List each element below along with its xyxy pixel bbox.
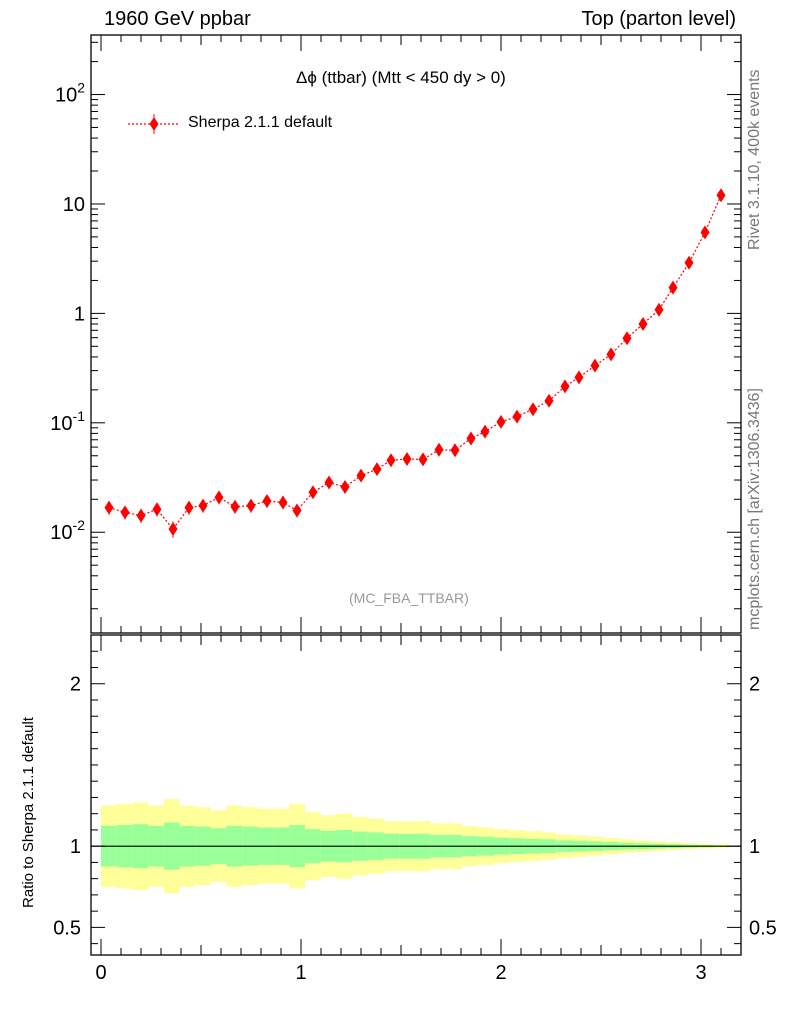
data-point [246,498,256,513]
data-point [480,424,490,439]
y-tick-label: 1 [74,303,85,325]
data-point [120,505,130,520]
y-tick-label: 10-2 [50,517,85,544]
ratio-y-tick-label: 0.5 [53,917,81,939]
y-tick-label: 10 [63,194,85,216]
data-point [466,431,476,446]
data-point [104,500,114,515]
plot-title: Δϕ (ttbar) (Mtt < 450 dy > 0) [296,68,506,87]
data-point [372,462,382,477]
data-point [278,495,288,510]
analysis-watermark: (MC_FBA_TTBAR) [349,590,469,606]
ratio-y-tick-label-right: 0.5 [749,917,777,939]
data-point [512,409,522,424]
data-point [386,453,396,468]
data-point [606,347,616,362]
data-point [198,498,208,513]
data-point [402,451,412,466]
x-tick-label: 1 [295,962,306,984]
data-point [136,508,146,523]
data-point [184,500,194,515]
legend-marker [149,117,159,131]
ratio-y-tick-label: 1 [70,836,81,858]
data-point [152,502,162,517]
rivet-version-label: Rivet 3.1.10, 400k events [746,69,763,250]
data-point [340,480,350,495]
data-point [230,499,240,514]
data-point [638,316,648,331]
data-point [262,493,272,508]
data-point [560,379,570,394]
ratio-y-tick-label-right: 1 [749,836,760,858]
data-point [668,280,678,295]
data-point [308,485,318,500]
x-tick-label: 0 [95,962,106,984]
legend-label: Sherpa 2.1.1 default [188,114,333,131]
header-left: 1960 GeV ppbar [104,8,251,30]
ratio-panel: 0 1 2 3 0.5 0.5 1 1 2 2 [53,634,777,984]
data-point [684,255,694,270]
data-point [654,302,664,317]
data-point [450,443,460,458]
data-point [622,331,632,346]
data-point [496,414,506,429]
x-tick-label: 2 [495,962,506,984]
data-point [700,225,710,240]
ratio-y-tick-label-right: 2 [749,674,760,696]
data-point [574,370,584,385]
series-line [108,195,722,530]
data-point [544,393,554,408]
data-point [324,475,334,490]
data-point [716,188,726,203]
ratio-frame [90,634,742,956]
header-right: Top (parton level) [581,8,736,30]
ratio-ylabel: Ratio to Sherpa 2.1.1 default [20,717,37,908]
y-tick-label: 10-1 [50,408,85,435]
x-tick-label: 3 [695,962,706,984]
data-point [214,490,224,505]
y-tick-label: 102 [55,80,85,107]
source-label: mcplots.cern.ch [arXiv:1306.3436] [746,388,763,630]
main-frame [90,34,742,634]
data-point [434,442,444,457]
data-point [590,358,600,373]
ratio-y-tick-label: 2 [70,674,81,696]
data-point [356,468,366,483]
data-point [292,503,302,518]
data-point [418,452,428,467]
data-point [168,522,178,537]
main-panel: 10-2 10-1 1 10 102 [50,34,742,634]
data-point [528,402,538,417]
